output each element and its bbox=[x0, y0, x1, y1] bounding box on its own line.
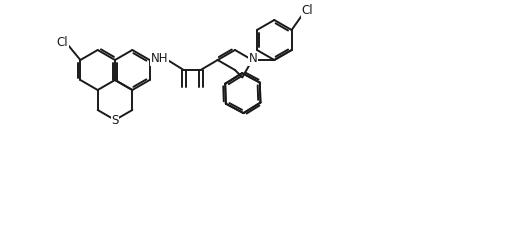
Text: S: S bbox=[111, 115, 118, 128]
Text: NH: NH bbox=[151, 52, 169, 65]
Text: Cl: Cl bbox=[56, 36, 68, 49]
Text: N: N bbox=[249, 52, 258, 65]
Text: Cl: Cl bbox=[302, 4, 313, 18]
